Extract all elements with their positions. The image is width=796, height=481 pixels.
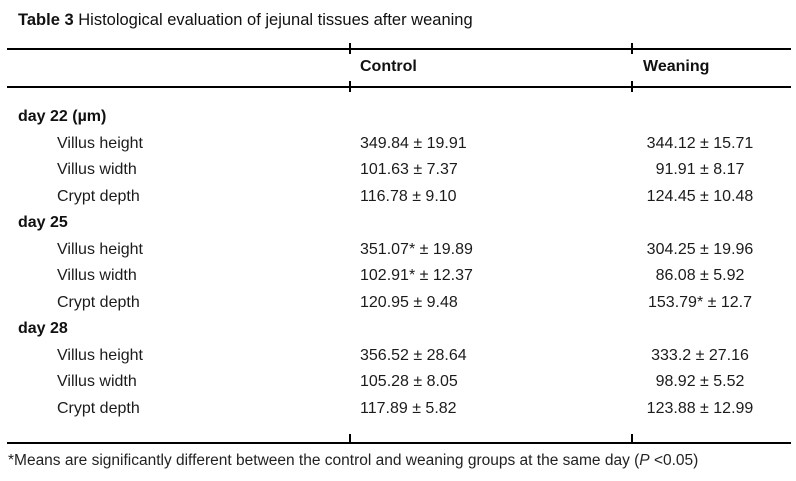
table-row: Crypt depth 116.78 ± 9.10 124.45 ± 10.48 [0, 184, 796, 211]
weaning-value: 333.2 ± 27.16 [651, 346, 749, 364]
top-rule [7, 48, 791, 50]
weaning-value: 123.88 ± 12.99 [646, 399, 754, 417]
row-label: Crypt depth [57, 187, 140, 205]
weaning-value: 98.92 ± 5.52 [655, 373, 745, 391]
bottom-rule [7, 442, 791, 444]
footnote-suffix: <0.05) [649, 452, 699, 469]
table-number: Table 3 [18, 11, 74, 29]
table-row: Villus height 351.07* ± 19.89 304.25 ± 1… [0, 237, 796, 264]
section-label: day 22 (µm) [18, 108, 107, 126]
row-label: Villus height [57, 346, 143, 364]
table-title-text: Histological evaluation of jejunal tissu… [78, 11, 473, 29]
control-value: 356.52 ± 28.64 [360, 346, 467, 364]
section-header-row: day 28 [0, 316, 796, 343]
column-header-control: Control [360, 58, 417, 75]
row-label: Villus height [57, 134, 143, 152]
weaning-value: 91.91 ± 8.17 [655, 161, 745, 179]
control-value: 116.78 ± 9.10 [360, 187, 457, 205]
weaning-value: 304.25 ± 19.96 [646, 240, 754, 258]
table-row: Villus width 102.91* ± 12.37 86.08 ± 5.9… [0, 263, 796, 290]
control-value: 102.91* ± 12.37 [360, 267, 473, 285]
column-divider-tick [631, 43, 633, 54]
table-row: Villus height 349.84 ± 19.91 344.12 ± 15… [0, 131, 796, 158]
control-value: 351.07* ± 19.89 [360, 240, 473, 258]
column-divider-tick [349, 434, 351, 444]
weaning-value: 86.08 ± 5.92 [655, 267, 745, 285]
column-divider-tick [631, 434, 633, 444]
section-header-row: day 25 [0, 210, 796, 237]
control-value: 120.95 ± 9.48 [360, 293, 458, 311]
row-label: Villus width [57, 161, 137, 179]
footnote-text: *Means are significantly different betwe… [8, 452, 640, 469]
table-caption: Table 3 Histological evaluation of jejuna… [18, 10, 473, 30]
row-label: Crypt depth [57, 399, 140, 417]
section-label: day 28 [18, 320, 68, 338]
control-value: 349.84 ± 19.91 [360, 134, 467, 152]
weaning-value: 344.12 ± 15.71 [646, 134, 754, 152]
column-divider-tick [631, 81, 633, 92]
section-header-row: day 22 (µm) [0, 104, 796, 131]
table-row: Villus width 105.28 ± 8.05 98.92 ± 5.52 [0, 369, 796, 396]
column-divider-tick [349, 81, 351, 92]
row-label: Villus height [57, 240, 143, 258]
row-label: Villus width [57, 373, 137, 391]
header-rule [7, 86, 791, 88]
table-row: Villus height 356.52 ± 28.64 333.2 ± 27.… [0, 343, 796, 370]
table-body: day 22 (µm) Villus height 349.84 ± 19.91… [0, 104, 796, 422]
section-label: day 25 [18, 214, 68, 232]
weaning-value: 124.45 ± 10.48 [646, 187, 754, 205]
column-divider-tick [349, 43, 351, 54]
row-label: Crypt depth [57, 293, 140, 311]
column-header-weaning: Weaning [643, 58, 710, 75]
table-footnote: *Means are significantly different betwe… [8, 452, 698, 470]
table-row: Crypt depth 117.89 ± 5.82 123.88 ± 12.99 [0, 396, 796, 423]
control-value: 117.89 ± 5.82 [360, 399, 457, 417]
control-value: 105.28 ± 8.05 [360, 373, 458, 391]
footnote-p-symbol: P [639, 452, 650, 469]
control-value: 101.63 ± 7.37 [360, 161, 458, 179]
table-row: Crypt depth 120.95 ± 9.48 153.79* ± 12.7 [0, 290, 796, 317]
weaning-value: 153.79* ± 12.7 [648, 293, 752, 311]
table-row: Villus width 101.63 ± 7.37 91.91 ± 8.17 [0, 157, 796, 184]
row-label: Villus width [57, 267, 137, 285]
